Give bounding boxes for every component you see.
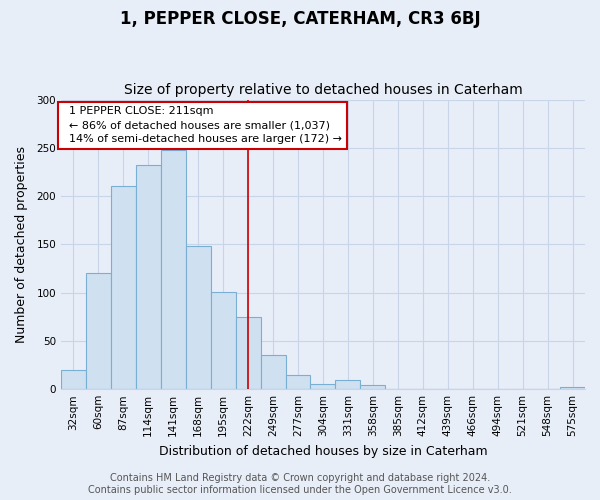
Y-axis label: Number of detached properties: Number of detached properties [15, 146, 28, 343]
Bar [86, 274, 111, 389]
Text: 1 PEPPER CLOSE: 211sqm
  ← 86% of detached houses are smaller (1,037)
  14% of s: 1 PEPPER CLOSE: 211sqm ← 86% of detached… [62, 106, 342, 144]
Text: 1, PEPPER CLOSE, CATERHAM, CR3 6BJ: 1, PEPPER CLOSE, CATERHAM, CR3 6BJ [119, 10, 481, 28]
Bar [111, 186, 136, 389]
Bar [260, 356, 286, 389]
Bar [61, 370, 86, 389]
Bar [560, 387, 585, 389]
Text: Contains HM Land Registry data © Crown copyright and database right 2024.
Contai: Contains HM Land Registry data © Crown c… [88, 474, 512, 495]
Bar [310, 384, 335, 389]
Bar [161, 150, 186, 389]
Title: Size of property relative to detached houses in Caterham: Size of property relative to detached ho… [124, 83, 523, 97]
Bar [236, 317, 260, 389]
Bar [361, 386, 385, 389]
Bar [335, 380, 361, 389]
Bar [186, 246, 211, 389]
X-axis label: Distribution of detached houses by size in Caterham: Distribution of detached houses by size … [158, 444, 487, 458]
Bar [211, 292, 236, 389]
Bar [286, 374, 310, 389]
Bar [136, 165, 161, 389]
